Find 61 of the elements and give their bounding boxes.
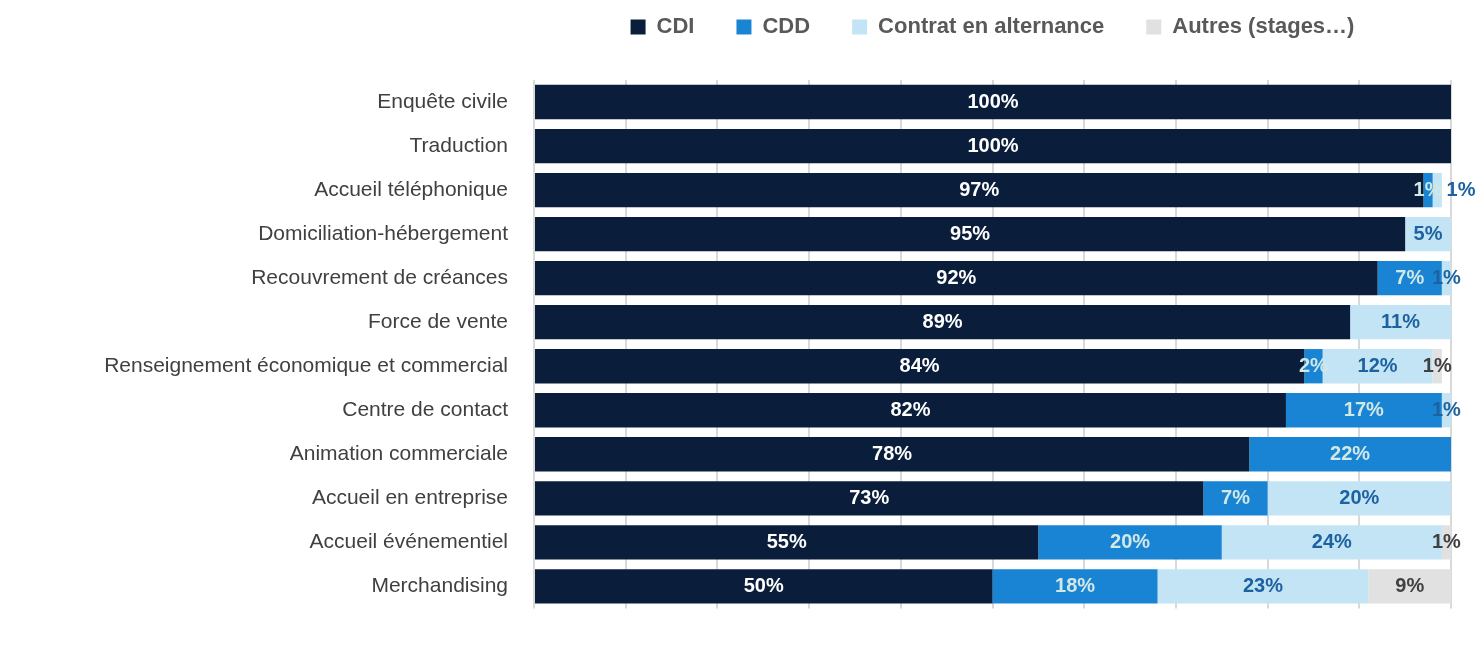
data-label: 1%: [1431, 529, 1462, 552]
data-label: 9%: [1395, 573, 1425, 596]
data-label: 73%: [849, 485, 890, 508]
data-label: 12%: [1357, 353, 1398, 376]
bar: [535, 393, 1286, 428]
y-tick-label: Accueil en entreprise: [311, 485, 508, 509]
data-label: 55%: [766, 529, 807, 552]
y-tick-label: Accueil événementiel: [309, 529, 508, 553]
y-tick-label: Animation commerciale: [289, 441, 508, 465]
data-label: 1%: [1422, 353, 1452, 376]
bar: [535, 437, 1250, 472]
data-label: 20%: [1339, 485, 1380, 508]
data-label: 23%: [1243, 573, 1284, 596]
bar: [535, 128, 1451, 164]
y-tick-label: Recouvrement de créances: [251, 264, 508, 288]
bar: [992, 569, 1158, 604]
y-tick-label: Centre de contact: [342, 397, 509, 421]
data-label: 82%: [890, 397, 931, 420]
data-label: 92%: [936, 265, 977, 288]
bar: [535, 216, 1406, 252]
bar: [1350, 305, 1451, 340]
legend-label: CDD: [762, 13, 811, 39]
legend-label: Contrat en alternance: [878, 13, 1105, 39]
data-label: 18%: [1055, 573, 1096, 596]
data-label: 22%: [1330, 441, 1371, 464]
y-tick-label: Force de vente: [367, 308, 508, 332]
data-label: 7%: [1395, 265, 1425, 288]
data-label: 1%: [1413, 177, 1443, 200]
y-tick-label: Merchandising: [371, 573, 508, 597]
bar: [535, 305, 1351, 340]
data-label: 97%: [959, 177, 1000, 200]
y-tick-label: Enquête civile: [377, 88, 508, 112]
data-label: 20%: [1110, 529, 1151, 552]
data-label: 95%: [950, 221, 991, 244]
legend-label: CDI: [656, 13, 695, 39]
data-label: 50%: [743, 573, 784, 596]
data-label: 24%: [1311, 529, 1353, 552]
y-tick-label: Traduction: [409, 132, 508, 156]
data-label: 5%: [1413, 221, 1443, 244]
bar: [1267, 481, 1451, 516]
data-label: 78%: [872, 441, 913, 464]
bar: [1038, 525, 1222, 560]
data-label: 100%: [967, 133, 1019, 156]
y-tick-label: Domiciliation-hébergement: [258, 220, 509, 244]
data-label: 100%: [967, 89, 1019, 112]
data-label: 7%: [1221, 485, 1251, 508]
bar: [535, 569, 993, 604]
bar: [535, 260, 1378, 296]
bar: [535, 525, 1039, 560]
bar: [535, 84, 1451, 120]
data-label: 89%: [922, 309, 963, 332]
bar: [1157, 569, 1369, 604]
bar: [535, 481, 1204, 516]
data-label: 1%: [1446, 177, 1476, 200]
data-label: 17%: [1343, 397, 1385, 420]
data-label: 84%: [899, 353, 940, 376]
y-tick-label: Renseignement économique et commercial: [104, 353, 508, 377]
y-tick-label: Accueil téléphonique: [314, 176, 508, 200]
legend-label: Autres (stages…): [1172, 13, 1355, 39]
bar: [1249, 437, 1451, 472]
data-label: 11%: [1381, 309, 1421, 332]
